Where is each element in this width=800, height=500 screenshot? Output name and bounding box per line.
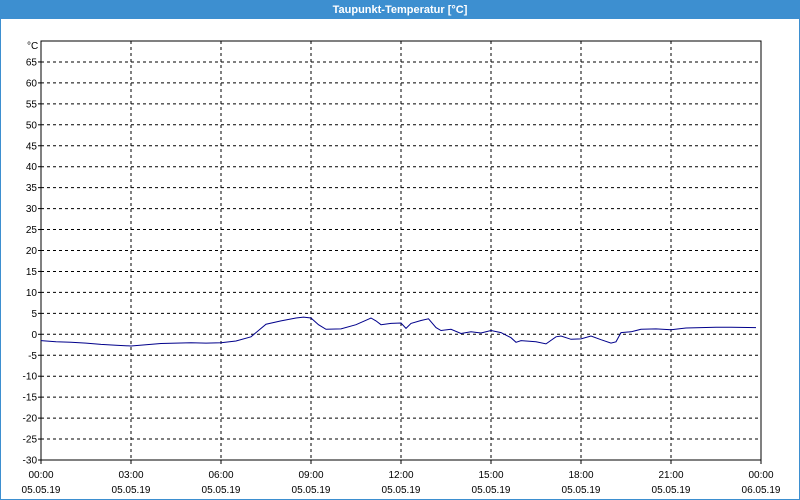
y-axis-unit-label: °C	[27, 41, 38, 52]
data-layer	[40, 316, 757, 347]
y-tick-label: 60	[26, 78, 38, 89]
x-tick-time-label: 00:00	[28, 470, 53, 481]
y-tick-label: 0	[31, 330, 37, 341]
y-tick-label: 25	[26, 225, 38, 236]
label-layer: -30 -25 -20 -15 -10 -5 0 5 10 15 20 25 30 35 40 45 50 55 6…	[22, 41, 781, 496]
x-tick-date-label: 05.05.19	[382, 485, 421, 496]
y-tick-label: 50	[26, 120, 38, 131]
y-tick-label: -30	[23, 456, 38, 467]
y-tick-label: 20	[26, 246, 38, 257]
x-tick-time-label: 18:00	[568, 470, 593, 481]
y-tick-label: -5	[28, 351, 37, 362]
x-tick-date-label: 05.05.19	[112, 485, 151, 496]
x-tick-date-label: 05.05.19	[652, 485, 691, 496]
x-tick-time-label: 12:00	[388, 470, 413, 481]
x-tick-time-label: 00:00	[748, 470, 773, 481]
y-tick-label: 15	[26, 267, 38, 278]
axis-layer	[38, 40, 762, 464]
y-tick-label: -20	[23, 414, 38, 425]
y-tick-label: 40	[26, 162, 38, 173]
chart-title: Taupunkt-Temperatur [°C]	[1, 1, 799, 19]
y-tick-label: 5	[31, 309, 37, 320]
y-tick-label: 65	[26, 57, 38, 68]
y-tick-label: 30	[26, 204, 38, 215]
x-tick-date-label: 06.05.19	[742, 485, 781, 496]
grid-layer	[41, 41, 761, 460]
y-tick-label: -10	[23, 372, 38, 383]
x-tick-time-label: 06:00	[208, 470, 233, 481]
x-tick-time-label: 09:00	[298, 470, 323, 481]
y-tick-label: 55	[26, 99, 38, 110]
plot-frame	[40, 40, 762, 461]
y-tick-label: 45	[26, 141, 38, 152]
x-tick-date-label: 05.05.19	[292, 485, 331, 496]
x-tick-time-label: 15:00	[478, 470, 503, 481]
series-line-dewpoint	[40, 316, 757, 347]
x-tick-date-label: 05.05.19	[22, 485, 61, 496]
x-tick-time-label: 21:00	[658, 470, 683, 481]
x-tick-time-label: 03:00	[118, 470, 143, 481]
x-tick-date-label: 05.05.19	[472, 485, 511, 496]
x-tick-date-label: 05.05.19	[562, 485, 601, 496]
y-tick-label: 35	[26, 183, 38, 194]
x-tick-date-label: 05.05.19	[202, 485, 241, 496]
y-tick-label: 10	[26, 288, 38, 299]
y-tick-label: -25	[23, 435, 38, 446]
y-tick-label: -15	[23, 393, 38, 404]
